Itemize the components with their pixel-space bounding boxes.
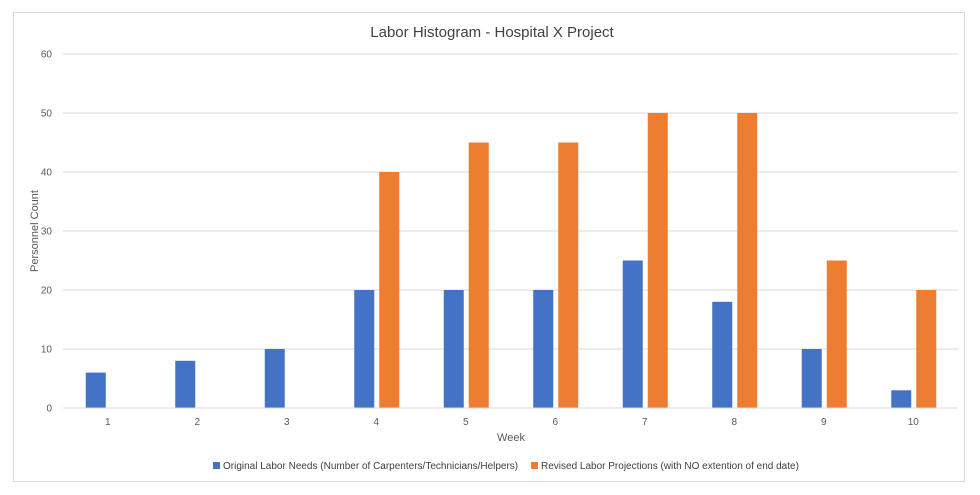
x-tick-label: 1	[105, 417, 111, 428]
bar-revised-week-5	[468, 142, 489, 408]
y-tick-label: 30	[41, 227, 53, 238]
bar-revised-week-4	[379, 172, 400, 408]
x-tick-label: 9	[821, 417, 827, 428]
bar-original-week-8	[712, 301, 733, 408]
legend-label-original: Original Labor Needs (Number of Carpente…	[223, 461, 518, 472]
x-tick-label: 10	[908, 417, 920, 428]
y-tick-label: 40	[41, 168, 53, 179]
y-tick-label: 60	[41, 50, 53, 61]
bar-original-week-5	[443, 290, 464, 408]
bar-revised-week-6	[558, 142, 579, 408]
x-axis-title: Week	[497, 432, 525, 444]
bar-revised-week-8	[737, 113, 758, 408]
bar-original-week-4	[354, 290, 375, 408]
bar-original-week-10	[891, 390, 912, 408]
y-axis-title: Personnel Count	[29, 190, 41, 272]
bar-original-week-3	[264, 349, 285, 408]
legend-swatch-original	[213, 462, 220, 469]
bar-revised-week-9	[826, 260, 847, 408]
bars	[85, 113, 937, 408]
x-tick-label: 4	[373, 417, 379, 428]
x-tick-label: 2	[194, 417, 200, 428]
legend: Original Labor Needs (Number of Carpente…	[213, 461, 799, 472]
gridlines	[63, 53, 958, 350]
bar-revised-week-10	[916, 290, 937, 408]
y-tick-label: 10	[41, 345, 53, 356]
legend-swatch-revised	[531, 462, 538, 469]
y-tick-label: 50	[41, 109, 53, 120]
bar-original-week-7	[622, 260, 643, 408]
bar-revised-week-7	[647, 113, 668, 408]
chart-title: Labor Histogram - Hospital X Project	[370, 24, 614, 41]
x-axis-tick-labels: 1 2 3 4 5 6 7 8 9 10	[105, 417, 919, 428]
bar-original-week-6	[533, 290, 554, 408]
y-tick-label: 0	[46, 404, 52, 415]
bar-original-week-1	[85, 372, 106, 408]
x-tick-label: 5	[463, 417, 469, 428]
y-tick-label: 20	[41, 286, 53, 297]
x-tick-label: 6	[552, 417, 558, 428]
x-tick-label: 8	[731, 417, 737, 428]
x-tick-label: 7	[642, 417, 648, 428]
legend-label-revised: Revised Labor Projections (with NO exten…	[541, 461, 799, 472]
x-tick-label: 3	[284, 417, 290, 428]
bar-original-week-2	[175, 360, 196, 408]
bar-original-week-9	[801, 349, 822, 408]
y-axis-tick-labels: 0 10 20 30 40 50 60	[41, 50, 53, 415]
